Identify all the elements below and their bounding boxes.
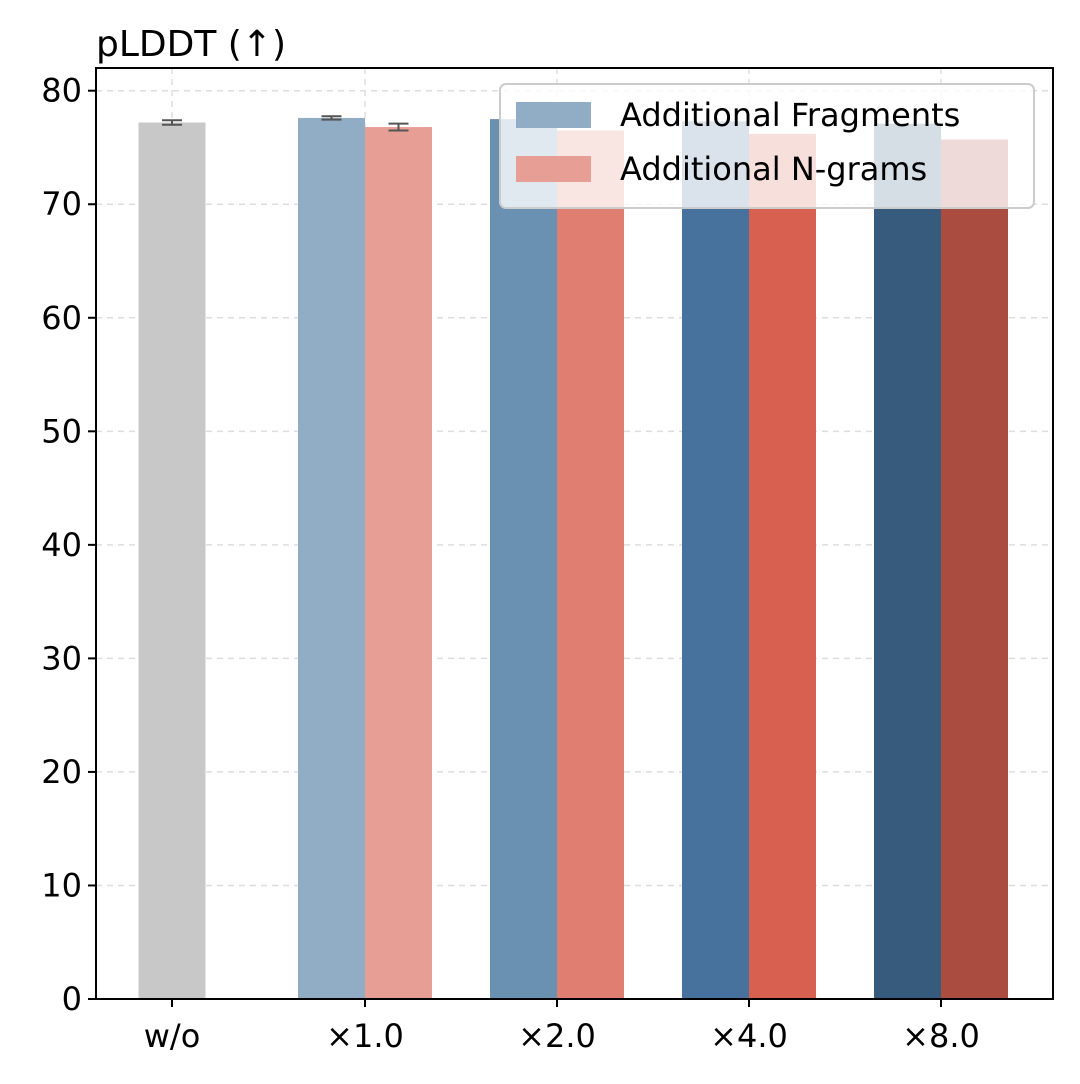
legend-swatch xyxy=(516,156,591,182)
chart-title: pLDDT (↑) xyxy=(96,24,286,65)
x-axis-ticks: w/o ×1.0 ×2.0 ×4.0 ×8.0 xyxy=(144,999,980,1055)
x-tick-label: ×8.0 xyxy=(902,1017,980,1055)
legend-box xyxy=(499,83,1035,209)
plot-frame xyxy=(95,67,1054,1000)
legend-label: Additional N-grams xyxy=(620,150,927,188)
x-tick-label: ×2.0 xyxy=(518,1017,596,1055)
bar-series-1 xyxy=(874,123,941,999)
x-tick-label: ×4.0 xyxy=(710,1017,788,1055)
x-tick-label: ×1.0 xyxy=(326,1017,404,1055)
bar-series-2 xyxy=(749,133,816,1000)
bar-series-1 xyxy=(682,121,749,1000)
y-tick-label: 20 xyxy=(41,753,82,791)
bar-series-1 xyxy=(490,119,557,1000)
y-axis-ticks: 0 10 20 30 40 50 60 70 80 xyxy=(41,72,96,1018)
bar-series-2 xyxy=(365,127,432,1000)
y-tick-label: 30 xyxy=(41,639,82,677)
legend-swatch xyxy=(516,102,591,128)
error-bars xyxy=(162,115,409,132)
bar-series-1 xyxy=(298,117,365,999)
y-tick-label: 80 xyxy=(41,72,82,110)
x-tick-label: w/o xyxy=(144,1017,201,1055)
bar-series-2 xyxy=(557,130,624,999)
y-tick-label: 70 xyxy=(41,185,82,223)
y-tick-label: 40 xyxy=(41,526,82,564)
bar-series-2 xyxy=(941,139,1008,999)
y-tick-label: 50 xyxy=(41,412,82,450)
y-tick-label: 0 xyxy=(62,980,82,1018)
legend-label: Additional Fragments xyxy=(620,96,960,134)
bar-baseline xyxy=(138,122,206,999)
y-tick-label: 10 xyxy=(41,866,82,904)
bars xyxy=(138,117,1008,1000)
y-tick-label: 60 xyxy=(41,299,82,337)
legend: Additional Fragments Additional N-grams xyxy=(499,83,1035,209)
